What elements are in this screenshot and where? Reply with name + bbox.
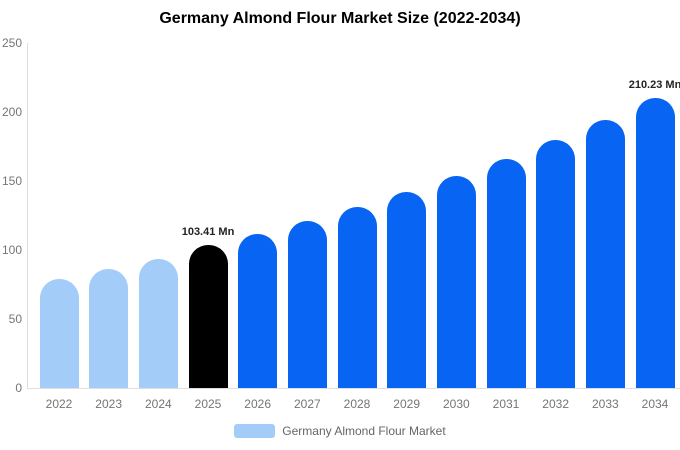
bar-2027[interactable] [287, 220, 327, 388]
x-label-2028: 2028 [343, 397, 371, 411]
x-label-2025: 2025 [194, 397, 222, 411]
bar-2024[interactable] [138, 258, 178, 388]
x-axis-line [27, 388, 680, 389]
bar-2033[interactable] [585, 119, 625, 388]
y-tick-200: 200 [1, 105, 22, 119]
y-tick-250: 250 [1, 36, 22, 50]
x-label-2023: 2023 [95, 397, 122, 411]
x-label-2024: 2024 [144, 397, 172, 411]
bar-2031[interactable] [486, 158, 526, 388]
x-label-2022: 2022 [45, 397, 73, 411]
x-label-2030: 2030 [442, 397, 470, 411]
bar-2034[interactable] [635, 97, 675, 388]
bar-2026[interactable] [238, 233, 278, 388]
x-label-2031: 2031 [492, 397, 520, 411]
x-label-2027: 2027 [293, 397, 321, 411]
bar-2022[interactable] [39, 278, 79, 388]
legend-swatch [234, 424, 276, 438]
y-tick-150: 150 [1, 174, 22, 188]
x-label-2026: 2026 [244, 397, 271, 411]
y-tick-0: 0 [15, 381, 22, 395]
x-label-2033: 2033 [591, 397, 619, 411]
bar-2030[interactable] [436, 176, 476, 388]
data-label-2025: 103.41 Mn [181, 226, 235, 239]
bar-2023[interactable] [89, 268, 129, 388]
bar-2028[interactable] [337, 207, 377, 388]
bar-2029[interactable] [387, 192, 427, 388]
x-label-2032: 2032 [542, 397, 569, 411]
bar-2032[interactable] [536, 140, 576, 388]
chart-title: Germany Almond Flour Market Size (2022-2… [159, 10, 521, 27]
legend-label: Germany Almond Flour Market [282, 424, 446, 438]
legend-item[interactable]: Germany Almond Flour Market [0, 424, 680, 438]
bar-2025[interactable] [188, 245, 228, 388]
y-tick-50: 50 [8, 312, 22, 326]
data-label-2034: 210.23 Mn [628, 78, 680, 91]
x-label-2034: 2034 [641, 397, 669, 411]
y-axis-line [27, 43, 28, 389]
x-label-2029: 2029 [393, 397, 420, 411]
y-tick-100: 100 [1, 243, 22, 257]
